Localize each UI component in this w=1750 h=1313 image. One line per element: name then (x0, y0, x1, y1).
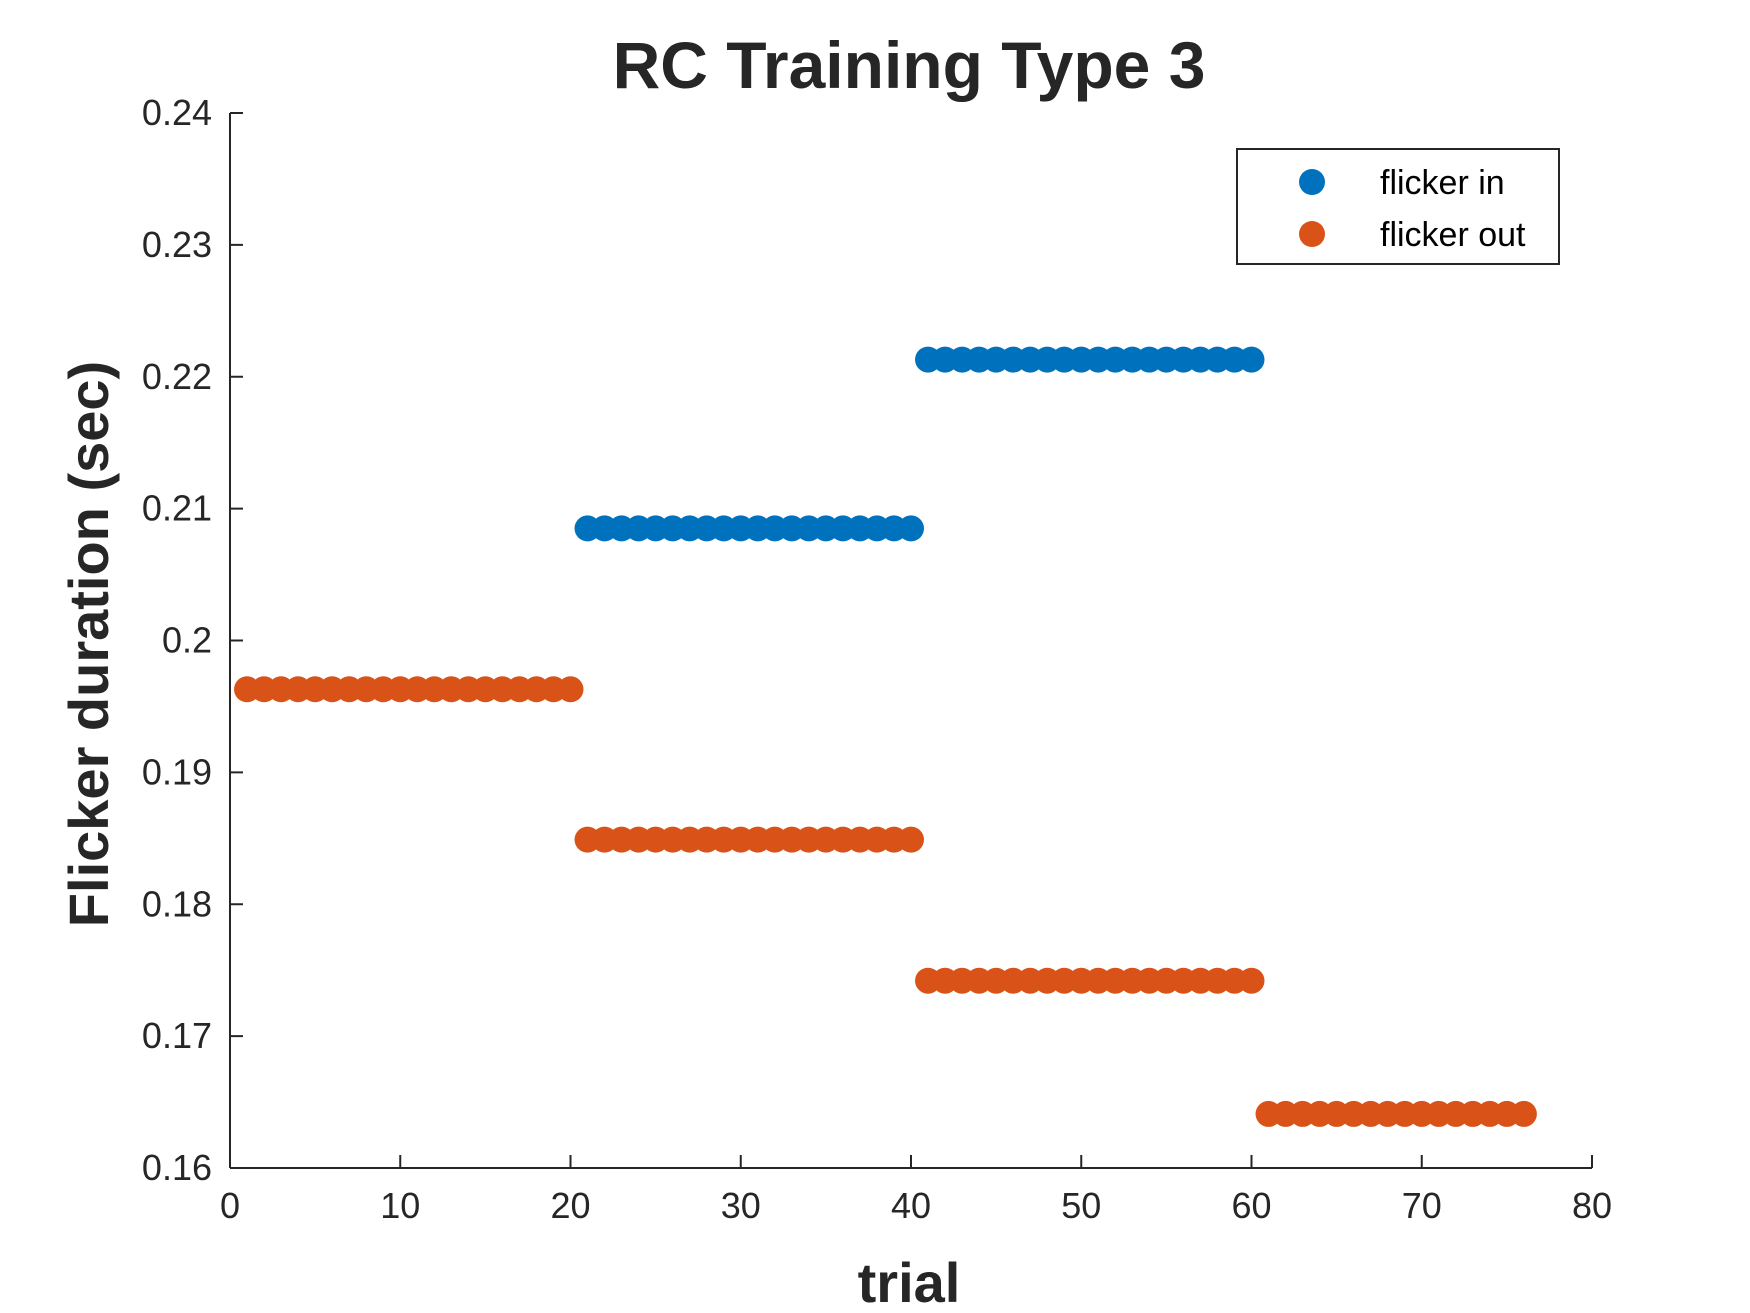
legend-label: flicker in (1380, 164, 1505, 202)
y-axis: 0.16 0.17 0.18 0.19 0.2 0.21 0.22 0.23 0.24 (142, 92, 243, 1188)
chart-title: RC Training Type 3 (613, 28, 1206, 102)
data-point-flicker-out (898, 826, 924, 853)
data-markers (234, 346, 1537, 1127)
x-tick-label: 30 (721, 1185, 761, 1226)
y-tick-label: 0.23 (142, 224, 212, 265)
x-tick-label: 70 (1402, 1185, 1442, 1226)
legend-entries: flicker in flicker out (1299, 164, 1526, 254)
y-tick-label: 0.24 (142, 92, 212, 133)
y-tick-label: 0.17 (142, 1015, 212, 1056)
x-tick-label: 80 (1572, 1185, 1612, 1226)
legend-label: flicker out (1380, 216, 1526, 254)
data-point-flicker-in (1238, 346, 1265, 373)
legend-box (1236, 148, 1560, 265)
x-tick-label: 50 (1061, 1185, 1101, 1226)
y-tick-label: 0.2 (162, 620, 212, 661)
x-tick-label: 20 (550, 1185, 590, 1226)
legend: flicker in flicker out (1236, 148, 1560, 265)
data-point-flicker-out (557, 676, 584, 703)
y-axis-title: Flicker duration (sec) (57, 361, 120, 927)
legend-marker-flicker-out (1299, 221, 1325, 247)
y-tick-label: 0.19 (142, 751, 212, 792)
data-point-flicker-in (898, 515, 924, 542)
y-tick-label: 0.18 (142, 883, 212, 924)
y-tick-label: 0.16 (142, 1147, 212, 1188)
data-point-flicker-out (1238, 967, 1265, 994)
x-axis-title: trial (858, 1251, 961, 1313)
y-tick-label: 0.22 (142, 356, 212, 397)
x-tick-label: 60 (1231, 1185, 1271, 1226)
x-tick-label: 40 (891, 1185, 931, 1226)
data-point-flicker-out (1510, 1100, 1537, 1127)
x-tick-label: 0 (220, 1185, 240, 1226)
x-axis: 0 10 20 30 40 50 60 70 80 (220, 1155, 1612, 1226)
x-tick-label: 10 (380, 1185, 420, 1226)
y-tick-label: 0.21 (142, 488, 212, 529)
legend-marker-flicker-in (1299, 169, 1325, 195)
